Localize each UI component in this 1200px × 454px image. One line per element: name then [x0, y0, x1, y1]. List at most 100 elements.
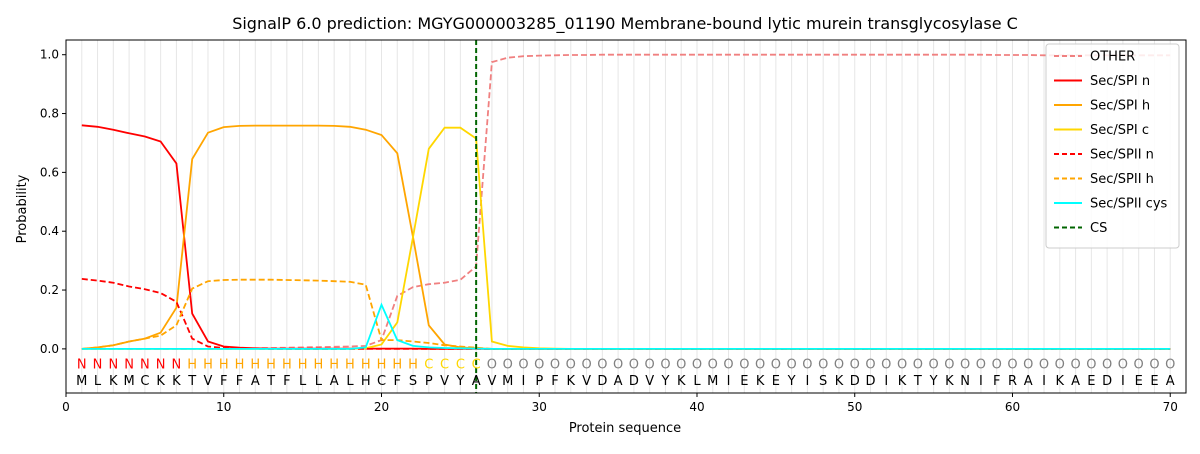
region-label: O [881, 358, 891, 373]
y-tick-label: 0.0 [40, 342, 59, 356]
series-line-4 [81, 278, 1171, 350]
region-label: N [140, 358, 150, 373]
sequence-residue: K [1056, 374, 1065, 389]
sequence-residue: L [315, 374, 323, 389]
x-tick-label: 30 [532, 400, 547, 414]
region-label: O [865, 358, 875, 373]
region-label: H [282, 358, 292, 373]
x-tick-label: 50 [847, 400, 862, 414]
sequence-residue: P [535, 374, 543, 389]
sequence-residue: E [772, 374, 780, 389]
region-label: O [723, 358, 733, 373]
region-label: O [692, 358, 702, 373]
region-label: O [1007, 358, 1017, 373]
region-label: O [1165, 358, 1175, 373]
sequence-residue: V [487, 374, 496, 389]
sequence-residue: P [425, 374, 433, 389]
region-label: O [629, 358, 639, 373]
region-label: O [518, 358, 528, 373]
sequence-residue: T [266, 374, 275, 389]
region-label: H [392, 358, 402, 373]
sequence-residue: N [960, 374, 970, 389]
x-axis-label: Protein sequence [569, 421, 681, 436]
sequence-residue: E [1087, 374, 1095, 389]
region-label: N [124, 358, 134, 373]
region-label: C [456, 358, 465, 373]
region-label: H [314, 358, 324, 373]
series-line-5 [81, 278, 1171, 350]
y-tick-label: 0.4 [40, 224, 59, 238]
region-label: O [1149, 358, 1159, 373]
sequence-residue: S [409, 374, 417, 389]
region-label: O [1023, 358, 1033, 373]
region-label: O [1070, 358, 1080, 373]
region-label: O [787, 358, 797, 373]
region-label: O [928, 358, 938, 373]
sequence-residue: C [140, 374, 149, 389]
sequence-residue: E [1135, 374, 1143, 389]
sequence-residue: V [582, 374, 591, 389]
sequence-residue: C [377, 374, 386, 389]
plot-frame [65, 39, 1187, 394]
legend-label: Sec/SPII h [1090, 172, 1154, 187]
sequence-residue: V [645, 374, 654, 389]
region-label: H [329, 358, 339, 373]
series-layer [81, 40, 1171, 393]
sequence-residue: Y [929, 374, 938, 389]
region-label: O [550, 358, 560, 373]
region-label: O [976, 358, 986, 373]
region-label: O [960, 358, 970, 373]
sequence-residue: L [299, 374, 307, 389]
sequence-residue: Y [787, 374, 796, 389]
x-tick-label: 0 [62, 400, 70, 414]
series-line-2 [81, 124, 1171, 350]
region-label: O [913, 358, 923, 373]
region-label: O [992, 358, 1002, 373]
region-label: O [613, 358, 623, 373]
sequence-residue: S [819, 374, 827, 389]
region-label: H [187, 358, 197, 373]
sequence-residue: F [993, 374, 1000, 389]
sequence-residue: F [394, 374, 401, 389]
region-label: O [1102, 358, 1112, 373]
sequence-residue: D [597, 374, 607, 389]
region-label: O [818, 358, 828, 373]
region-label: N [108, 358, 118, 373]
sequence-residue: E [1150, 374, 1158, 389]
sequence-residue: I [805, 374, 809, 389]
sequence-residue: T [913, 374, 922, 389]
region-label: O [850, 358, 860, 373]
sequence-residue: I [727, 374, 731, 389]
region-label: O [566, 358, 576, 373]
region-label: H [266, 358, 276, 373]
sequence-residue: I [522, 374, 526, 389]
axis-layer: 0 10 20 30 40 50 60 70 0.0 0.2 0.4 0.6 0.8 1.0 [40, 48, 1178, 414]
sequence-residue: K [945, 374, 954, 389]
region-label: H [298, 358, 308, 373]
legend-box [1045, 43, 1180, 249]
legend-label: Sec/SPI h [1090, 99, 1150, 114]
sequence-residue: A [330, 374, 339, 389]
legend-label: Sec/SPI c [1090, 123, 1149, 138]
region-label: O [771, 358, 781, 373]
sequence-residue: A [472, 374, 481, 389]
region-label: H [219, 358, 229, 373]
y-tick-label: 0.2 [40, 283, 59, 297]
legend-label: CS [1090, 221, 1107, 236]
x-tick-label: 10 [216, 400, 231, 414]
region-label: O [534, 358, 544, 373]
sequence-residue: Y [660, 374, 669, 389]
legend: OTHER Sec/SPI n Sec/SPI h Sec/SPI c Sec/SPII… [1045, 43, 1180, 249]
region-label: O [944, 358, 954, 373]
sequence-residue: H [361, 374, 371, 389]
region-label: H [408, 358, 418, 373]
y-tick-label: 1.0 [40, 48, 59, 62]
sequence-residue: Y [455, 374, 464, 389]
region-label: N [93, 358, 103, 373]
region-label: O [1039, 358, 1049, 373]
sequence-residue: A [614, 374, 623, 389]
region-label: O [897, 358, 907, 373]
